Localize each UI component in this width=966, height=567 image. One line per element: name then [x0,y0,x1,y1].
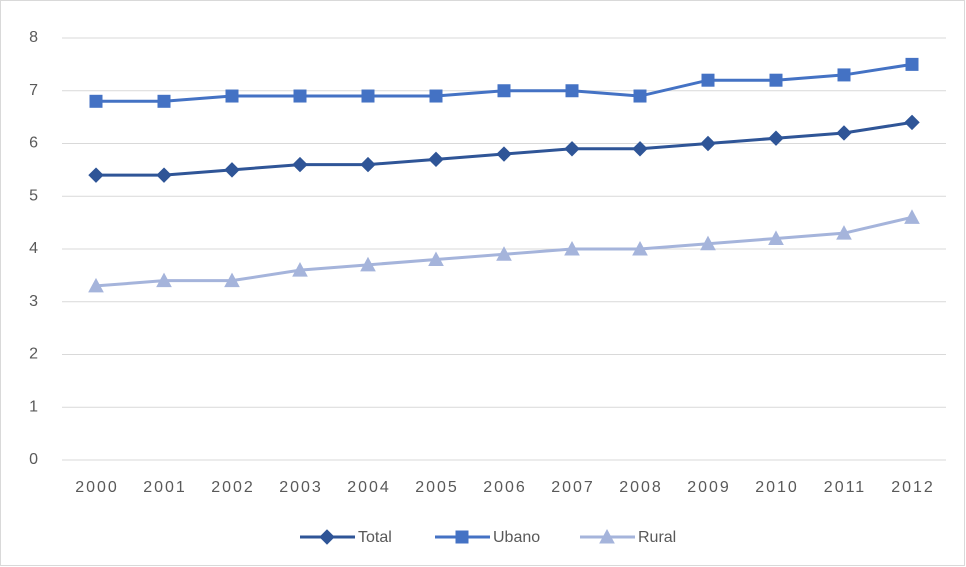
y-tick-label: 7 [29,82,38,99]
legend-marker [599,528,615,544]
data-point [905,57,919,71]
data-point [836,125,852,141]
data-point [701,73,715,87]
y-tick-label: 3 [29,293,38,310]
data-point [224,162,240,178]
data-point [837,68,851,82]
y-tick-label: 6 [29,135,38,152]
data-point [156,272,172,288]
x-tick-label: 2011 [824,479,866,496]
x-tick-label: 2005 [415,479,459,496]
x-tick-label: 2007 [551,479,595,496]
data-point [564,141,580,157]
y-tick-label: 0 [29,451,38,468]
x-tick-label: 2003 [279,479,323,496]
data-point [156,167,172,183]
x-tick-label: 2008 [619,479,663,496]
data-point [904,114,920,131]
y-tick-label: 5 [29,187,38,204]
x-tick-label: 2000 [75,479,119,496]
legend-label: Ubano [493,529,540,546]
legend-marker [319,529,335,545]
x-tick-label: 2004 [347,479,391,496]
data-point [292,156,308,173]
x-tick-label: 2010 [755,479,799,496]
data-point [768,130,784,146]
data-point [88,277,104,293]
data-point [88,167,104,183]
x-tick-label: 2009 [687,479,731,496]
legend-marker [455,530,469,544]
data-point [700,235,716,251]
data-point [224,272,240,288]
data-point [904,209,920,224]
data-point [89,94,103,108]
x-tick-label: 2006 [483,479,527,496]
data-point [769,73,783,87]
data-point [632,240,648,256]
x-tick-label: 2002 [211,479,255,496]
data-point [564,240,580,256]
data-point [565,84,579,98]
data-point [360,256,376,272]
data-point [836,225,852,240]
data-point [157,94,171,108]
data-point [225,89,239,103]
y-tick-label: 1 [29,398,38,415]
data-point [292,262,308,277]
legend-label: Total [358,529,392,546]
x-tick-label: 2012 [891,479,935,496]
data-point [428,251,444,267]
data-point [361,89,375,103]
y-tick-label: 2 [29,346,38,363]
x-tick-label: 2001 [143,479,187,496]
data-point [633,89,647,103]
legend-label: Rural [638,529,676,546]
data-point [429,89,443,103]
data-point [497,84,511,98]
data-point [428,151,444,168]
data-point [700,135,716,152]
data-point [768,230,784,245]
data-point [496,146,512,162]
data-point [360,156,376,173]
y-tick-label: 8 [29,29,38,46]
data-point [293,89,307,103]
data-point [632,141,648,157]
data-point [496,246,512,261]
y-tick-label: 4 [29,240,38,257]
